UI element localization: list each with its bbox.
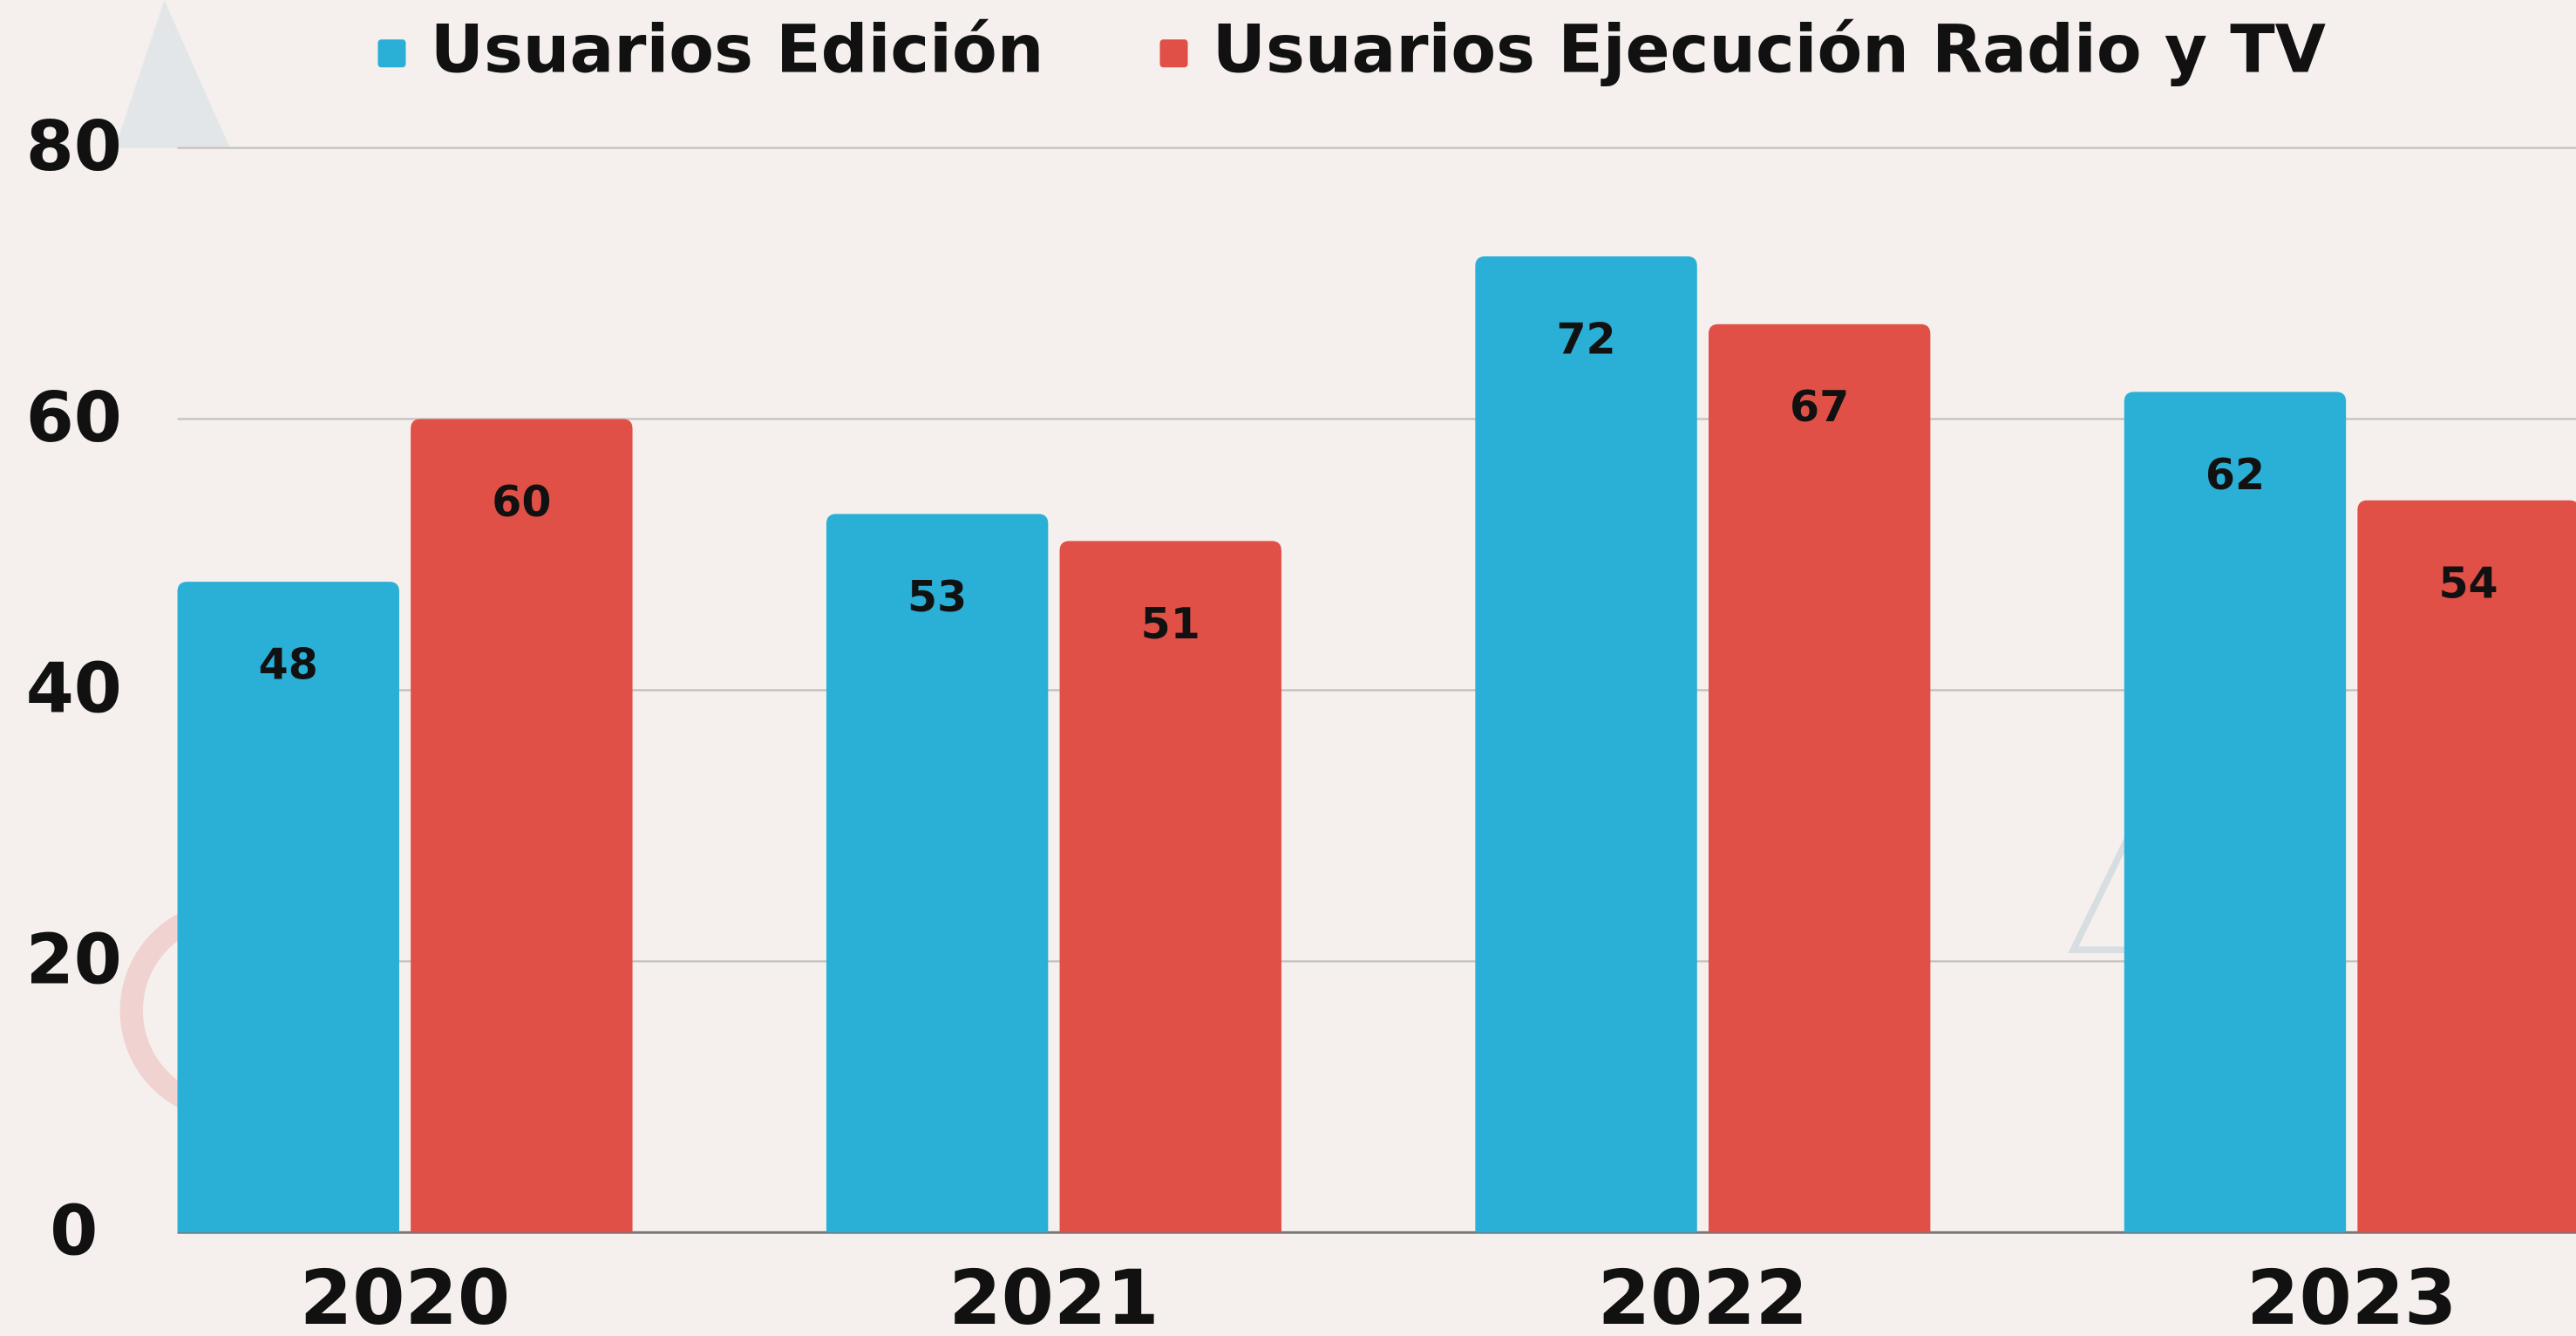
bar: [1709, 324, 1930, 1233]
y-tick-label: 80: [26, 106, 122, 187]
x-tick-label: 2022: [1598, 1255, 1808, 1336]
value-label: 67: [1790, 382, 1849, 432]
value-label: 62: [2206, 450, 2265, 500]
bar: [2124, 392, 2346, 1232]
y-tick-label: 20: [26, 920, 122, 1000]
page: {"chart_data": {"type": "bar", "categori…: [0, 0, 2576, 1336]
y-tick-label: 0: [50, 1191, 98, 1271]
bar: [2357, 501, 2576, 1232]
bar: [826, 514, 1048, 1232]
legend-swatch: [1160, 39, 1188, 67]
bar: [1475, 256, 1696, 1232]
x-tick-label: 2020: [300, 1255, 510, 1336]
value-label: 60: [492, 477, 551, 527]
value-label: 53: [907, 572, 967, 622]
x-tick-label: 2021: [948, 1255, 1159, 1336]
x-tick-label: 2023: [2246, 1255, 2457, 1336]
chart: 0 20 40 60 80 48 60 2020 53 51 2021 72 67 2022 62 54 202…: [0, 0, 2576, 1336]
y-tick-label: 60: [26, 378, 122, 458]
value-label: 51: [1141, 599, 1200, 649]
legend-swatch: [377, 39, 405, 67]
legend-label: Usuarios Ejecución Radio y TV: [1213, 11, 2326, 88]
y-tick-label: 40: [26, 649, 122, 729]
bar: [411, 419, 632, 1233]
value-label: 48: [259, 640, 318, 690]
legend-label: Usuarios Edición: [431, 11, 1044, 88]
value-label: 72: [1556, 314, 1615, 364]
value-label: 54: [2438, 558, 2498, 608]
